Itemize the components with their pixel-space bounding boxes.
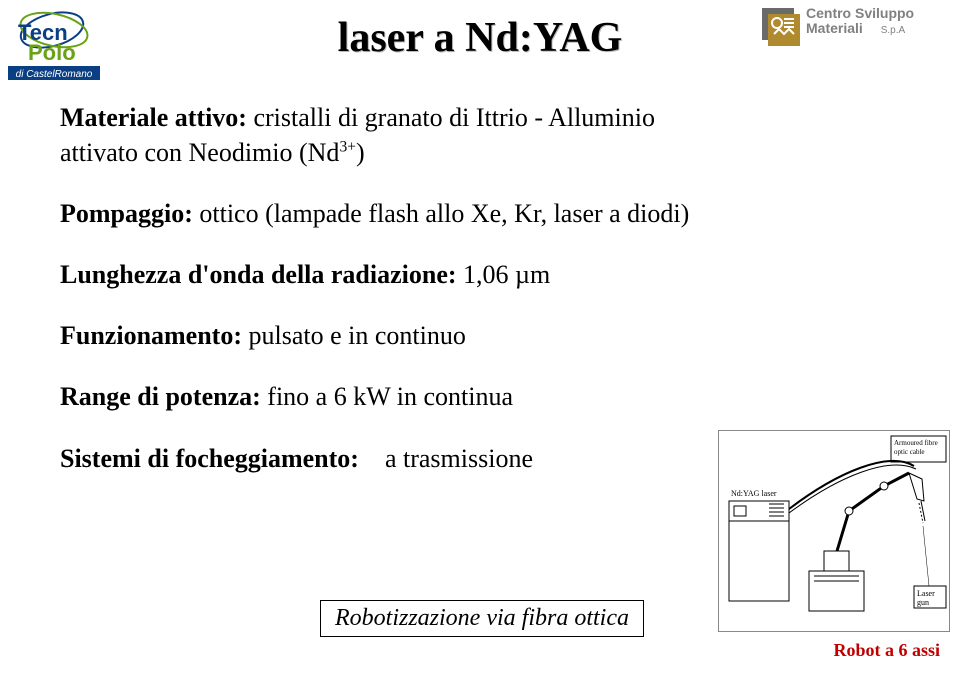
tecnpolo-logo: Tecn Polo di CastelRomano (8, 8, 100, 82)
material-close: ) (356, 138, 365, 167)
robot-figure: Nd:YAG laser Armoured fibre optic cable … (718, 430, 950, 632)
csm-line2: Materiali (806, 20, 863, 36)
focus-label: Sistemi di focheggiamento: (60, 444, 359, 473)
csm-spa: S.p.A (881, 25, 905, 36)
range-text: fino a 6 kW in continua (267, 382, 513, 411)
wave-text: 1,06 µm (463, 260, 550, 289)
material-sup: 3+ (339, 138, 356, 155)
robot-caption: Robot a 6 assi (833, 640, 940, 661)
svg-text:optic cable: optic cable (894, 448, 925, 456)
pump-label: Pompaggio: (60, 199, 193, 228)
tecnpolo-sub: di CastelRomano (16, 69, 93, 80)
svg-text:Armoured fibre: Armoured fibre (894, 439, 938, 447)
page-title: laser a Nd:YAG (338, 14, 623, 62)
material-label: Materiale attivo: (60, 103, 247, 132)
ndyag-label: Nd:YAG laser (731, 489, 777, 498)
range-label: Range di potenza: (60, 382, 261, 411)
svg-text:Laser: Laser (917, 589, 935, 598)
pump-text: ottico (lampade flash allo Xe, Kr, laser… (199, 199, 689, 228)
csm-logo: Centro Sviluppo Materiali S.p.A (760, 6, 950, 50)
content-area: Materiale attivo: cristalli di granato d… (60, 100, 700, 502)
func-text: pulsato e in continuo (249, 321, 466, 350)
svg-text:gun: gun (917, 598, 929, 607)
csm-line1: Centro Sviluppo (806, 6, 914, 21)
wave-label: Lunghezza d'onda della radiazione: (60, 260, 457, 289)
focus-text: a trasmissione (385, 444, 533, 473)
svg-text:Polo: Polo (28, 40, 76, 65)
func-label: Funzionamento: (60, 321, 242, 350)
fiber-box: Robotizzazione via fibra ottica (320, 600, 644, 637)
